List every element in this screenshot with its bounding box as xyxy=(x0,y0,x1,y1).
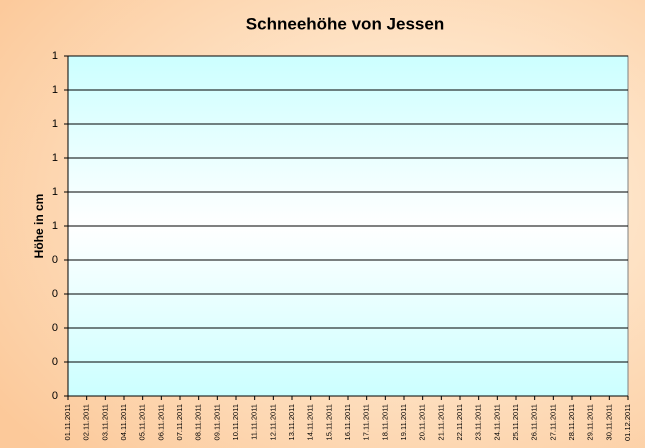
y-tick-label: 1 xyxy=(52,152,58,164)
x-tick-label: 11.11.2011 xyxy=(250,404,259,440)
y-axis-label: Höhe in cm xyxy=(32,194,46,259)
x-tick-label: 16.11.2011 xyxy=(343,404,352,440)
y-tick-label: 0 xyxy=(52,288,58,300)
x-tick-label: 01.11.2011 xyxy=(63,404,72,440)
x-tick-label: 15.11.2011 xyxy=(324,404,333,440)
y-tick-label: 1 xyxy=(52,186,58,198)
y-tick-label: 0 xyxy=(52,356,58,368)
x-tick-label: 12.11.2011 xyxy=(268,404,277,440)
x-tick-label: 28.11.2011 xyxy=(567,404,576,440)
x-tick-label: 17.11.2011 xyxy=(362,404,371,440)
chart-title: Schneehöhe von Jessen xyxy=(246,14,444,33)
x-tick-label: 21.11.2011 xyxy=(436,404,445,440)
x-tick-label: 07.11.2011 xyxy=(175,404,184,440)
x-tick-label: 29.11.2011 xyxy=(586,404,595,440)
y-tick-label: 1 xyxy=(52,118,58,130)
x-tick-label: 20.11.2011 xyxy=(418,404,427,440)
y-tick-label: 1 xyxy=(52,50,58,62)
y-tick-label: 0 xyxy=(52,390,58,402)
x-tick-label: 03.11.2011 xyxy=(100,404,109,440)
x-tick-label: 10.11.2011 xyxy=(231,404,240,440)
x-tick-label: 14.11.2011 xyxy=(306,404,315,440)
x-tick-label: 08.11.2011 xyxy=(194,404,203,440)
x-tick-label: 19.11.2011 xyxy=(399,404,408,440)
x-tick-label: 13.11.2011 xyxy=(287,404,296,440)
x-tick-label: 23.11.2011 xyxy=(474,404,483,440)
x-tick-label: 18.11.2011 xyxy=(380,404,389,440)
x-tick-label: 04.11.2011 xyxy=(119,404,128,440)
y-tick-label: 1 xyxy=(52,84,58,96)
x-tick-label: 24.11.2011 xyxy=(492,404,501,440)
y-tick-label: 1 xyxy=(52,220,58,232)
x-tick-label: 22.11.2011 xyxy=(455,404,464,440)
x-tick-label: 02.11.2011 xyxy=(82,404,91,440)
x-tick-label: 26.11.2011 xyxy=(530,404,539,440)
y-tick-label: 0 xyxy=(52,254,58,266)
x-tick-label: 30.11.2011 xyxy=(604,404,613,440)
y-tick-label: 0 xyxy=(52,322,58,334)
x-tick-label: 06.11.2011 xyxy=(156,404,165,440)
x-tick-label: 05.11.2011 xyxy=(138,404,147,440)
x-tick-label: 01.12.2011 xyxy=(623,404,632,441)
x-tick-label: 27.11.2011 xyxy=(548,404,557,440)
x-tick-label: 09.11.2011 xyxy=(212,404,221,440)
x-tick-label: 25.11.2011 xyxy=(511,404,520,440)
